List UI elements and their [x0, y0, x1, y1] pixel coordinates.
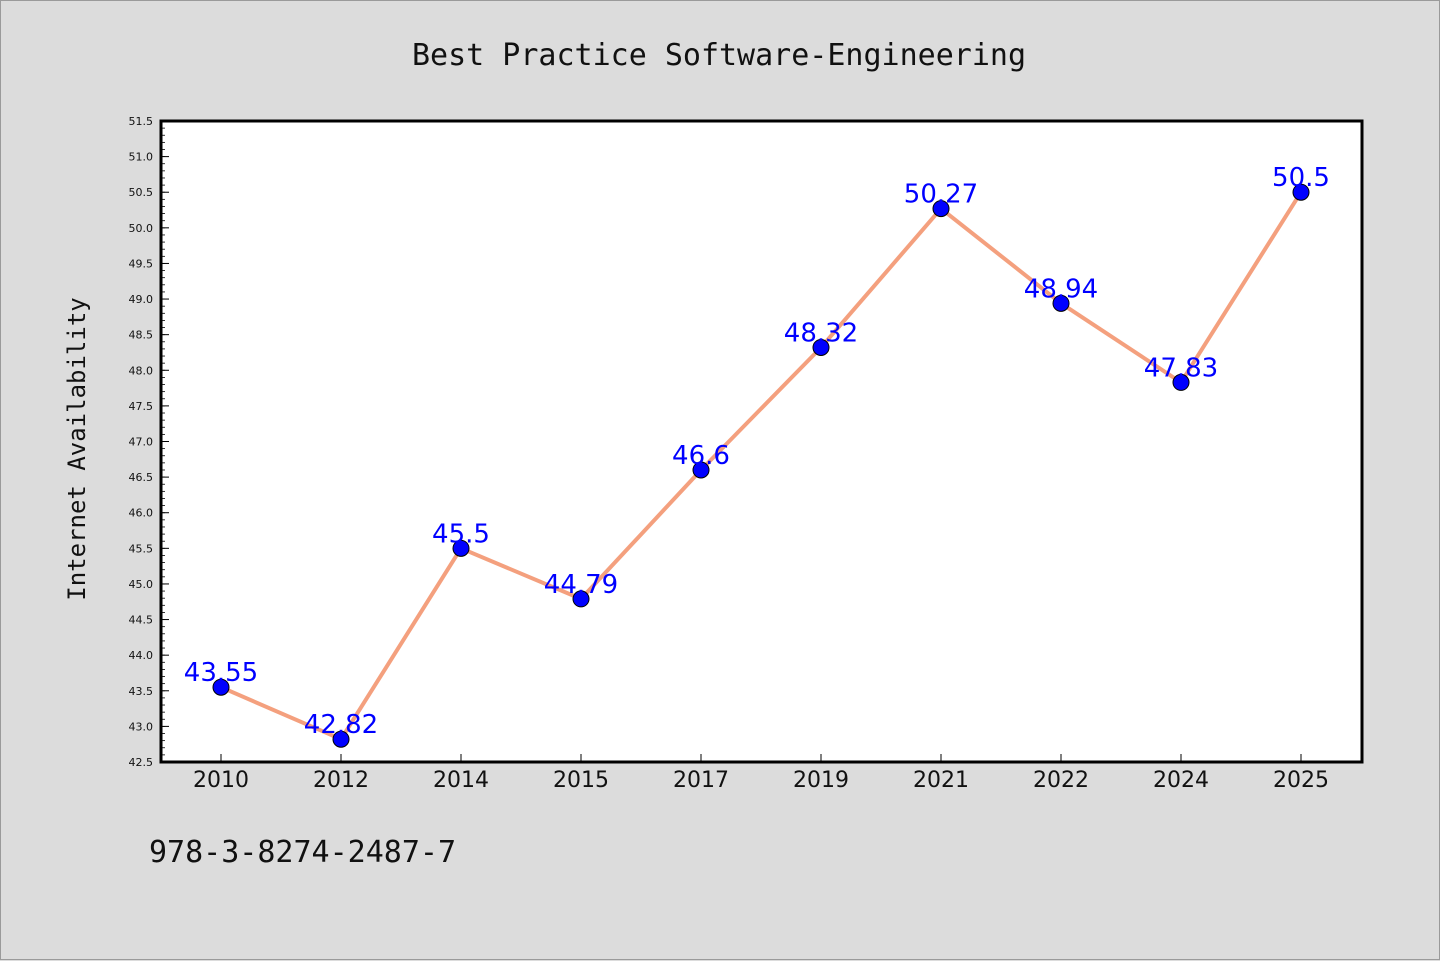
series-markers — [212, 183, 1310, 748]
y-tick-label: 46.5 — [129, 471, 154, 484]
y-tick-label: 48.5 — [129, 329, 154, 342]
x-tick-label: 2015 — [553, 768, 609, 793]
x-tick-label: 2017 — [673, 768, 729, 793]
data-point-label: 50.5 — [1272, 163, 1330, 193]
y-tick-label: 50.0 — [129, 222, 154, 235]
y-tick-label: 47.5 — [129, 400, 154, 413]
y-tick-label: 47.0 — [129, 436, 154, 449]
y-tick-label: 43.0 — [129, 720, 154, 733]
data-point-marker — [932, 200, 950, 218]
y-tick-label: 46.0 — [129, 507, 154, 520]
y-tick-label: 45.5 — [129, 542, 154, 555]
data-point-marker — [812, 338, 830, 356]
y-tick-label: 48.0 — [129, 364, 154, 377]
chart-title: Best Practice Software-Engineering — [412, 38, 1026, 73]
x-tick-label: 2019 — [793, 768, 849, 793]
y-axis-label: Internet Availability — [63, 297, 91, 600]
x-tick-label: 2021 — [913, 768, 969, 793]
data-point-label: 44.79 — [544, 570, 618, 600]
y-axis-ticks: 42.5 43.0 43.5 44.0 44.5 45.0 45.5 46.0 46.5 47.0… — [129, 115, 169, 769]
data-point-label: 47.83 — [1144, 353, 1218, 383]
data-point-marker — [692, 461, 710, 479]
y-tick-label: 51.5 — [129, 115, 154, 128]
x-axis-ticks: 2010 2012 2014 2015 2017 2019 2021 2022 2024 2025 — [193, 754, 1329, 793]
x-tick-label: 2022 — [1033, 768, 1089, 793]
y-tick-label: 44.0 — [129, 649, 154, 662]
data-point-marker — [1052, 294, 1070, 312]
y-tick-label: 43.5 — [129, 685, 154, 698]
series-line — [220, 191, 1303, 742]
data-point-label: 46.6 — [672, 441, 730, 471]
data-labels: 43.55 42.82 45.5 44.79 46.6 48.32 50.27 48.94 47… — [184, 163, 1330, 740]
x-tick-label: 2012 — [313, 768, 369, 793]
x-tick-label: 2010 — [193, 768, 249, 793]
y-tick-label: 42.5 — [129, 756, 154, 769]
y-tick-label: 49.0 — [129, 293, 154, 306]
x-tick-label: 2014 — [433, 768, 489, 793]
data-point-label: 42.82 — [304, 710, 378, 740]
data-point-label: 48.94 — [1024, 274, 1098, 304]
data-point-marker — [332, 730, 350, 748]
footnote-isbn: 978-3-8274-2487-7 — [149, 835, 457, 870]
plot-area — [159, 119, 1364, 764]
y-tick-label: 45.0 — [129, 578, 154, 591]
x-tick-label: 2024 — [1153, 768, 1209, 793]
data-point-marker — [452, 539, 470, 557]
data-point-label: 45.5 — [432, 519, 490, 549]
data-point-marker — [212, 678, 230, 696]
x-tick-label: 2025 — [1273, 768, 1329, 793]
data-point-label: 48.32 — [784, 318, 858, 348]
y-tick-label: 51.0 — [129, 151, 154, 164]
data-point-marker — [1292, 183, 1310, 201]
y-tick-label: 49.5 — [129, 257, 154, 270]
data-point-marker — [1172, 373, 1190, 391]
data-point-marker — [572, 590, 590, 608]
y-tick-label: 44.5 — [129, 614, 154, 627]
data-point-label: 43.55 — [184, 658, 258, 688]
data-point-label: 50.27 — [904, 180, 978, 210]
y-tick-label: 50.5 — [129, 186, 154, 199]
